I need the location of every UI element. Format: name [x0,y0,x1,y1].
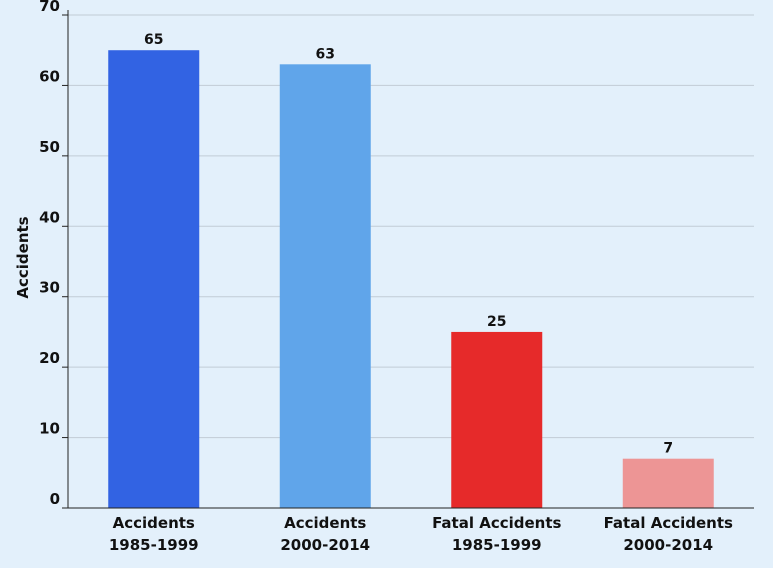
y-tick-label: 0 [50,490,60,508]
x-category-label-line: Fatal Accidents [432,514,561,532]
x-category-label-line: Fatal Accidents [604,514,733,532]
data-labels: 65 63 25 7 [144,32,673,456]
x-category-label-line: Accidents [284,514,366,532]
x-category-label-line: 2000-2014 [280,536,370,554]
bar-value-label: 65 [144,32,163,48]
y-axis-ticks: 0 10 20 30 40 50 60 70 [39,0,68,509]
x-category-label-line: 1985-1999 [452,536,542,554]
x-category-label: Fatal Accidents 2000-2014 [604,514,733,554]
bar [622,458,714,508]
x-category-label: Accidents 2000-2014 [280,514,370,554]
bar [279,64,371,509]
bar-value-label: 25 [487,314,506,330]
x-category-label-line: 1985-1999 [109,536,199,554]
x-category-label-line: Accidents [113,514,195,532]
y-tick-label: 40 [39,208,60,226]
y-tick-label: 60 [39,67,60,85]
bars [108,50,714,509]
y-tick-label: 10 [39,420,60,438]
x-category-label: Fatal Accidents 1985-1999 [432,514,561,554]
bar-value-label: 63 [316,46,335,62]
y-tick-label: 30 [39,279,60,297]
bar [451,331,543,508]
bar [108,50,200,508]
y-tick-label: 50 [39,138,60,156]
y-axis-title: Accidents [14,216,32,298]
bar-value-label: 7 [663,441,673,457]
x-category-label-line: 2000-2014 [623,536,713,554]
y-tick-label: 20 [39,349,60,367]
y-tick-label: 70 [39,0,60,15]
x-category-label: Accidents 1985-1999 [109,514,199,554]
